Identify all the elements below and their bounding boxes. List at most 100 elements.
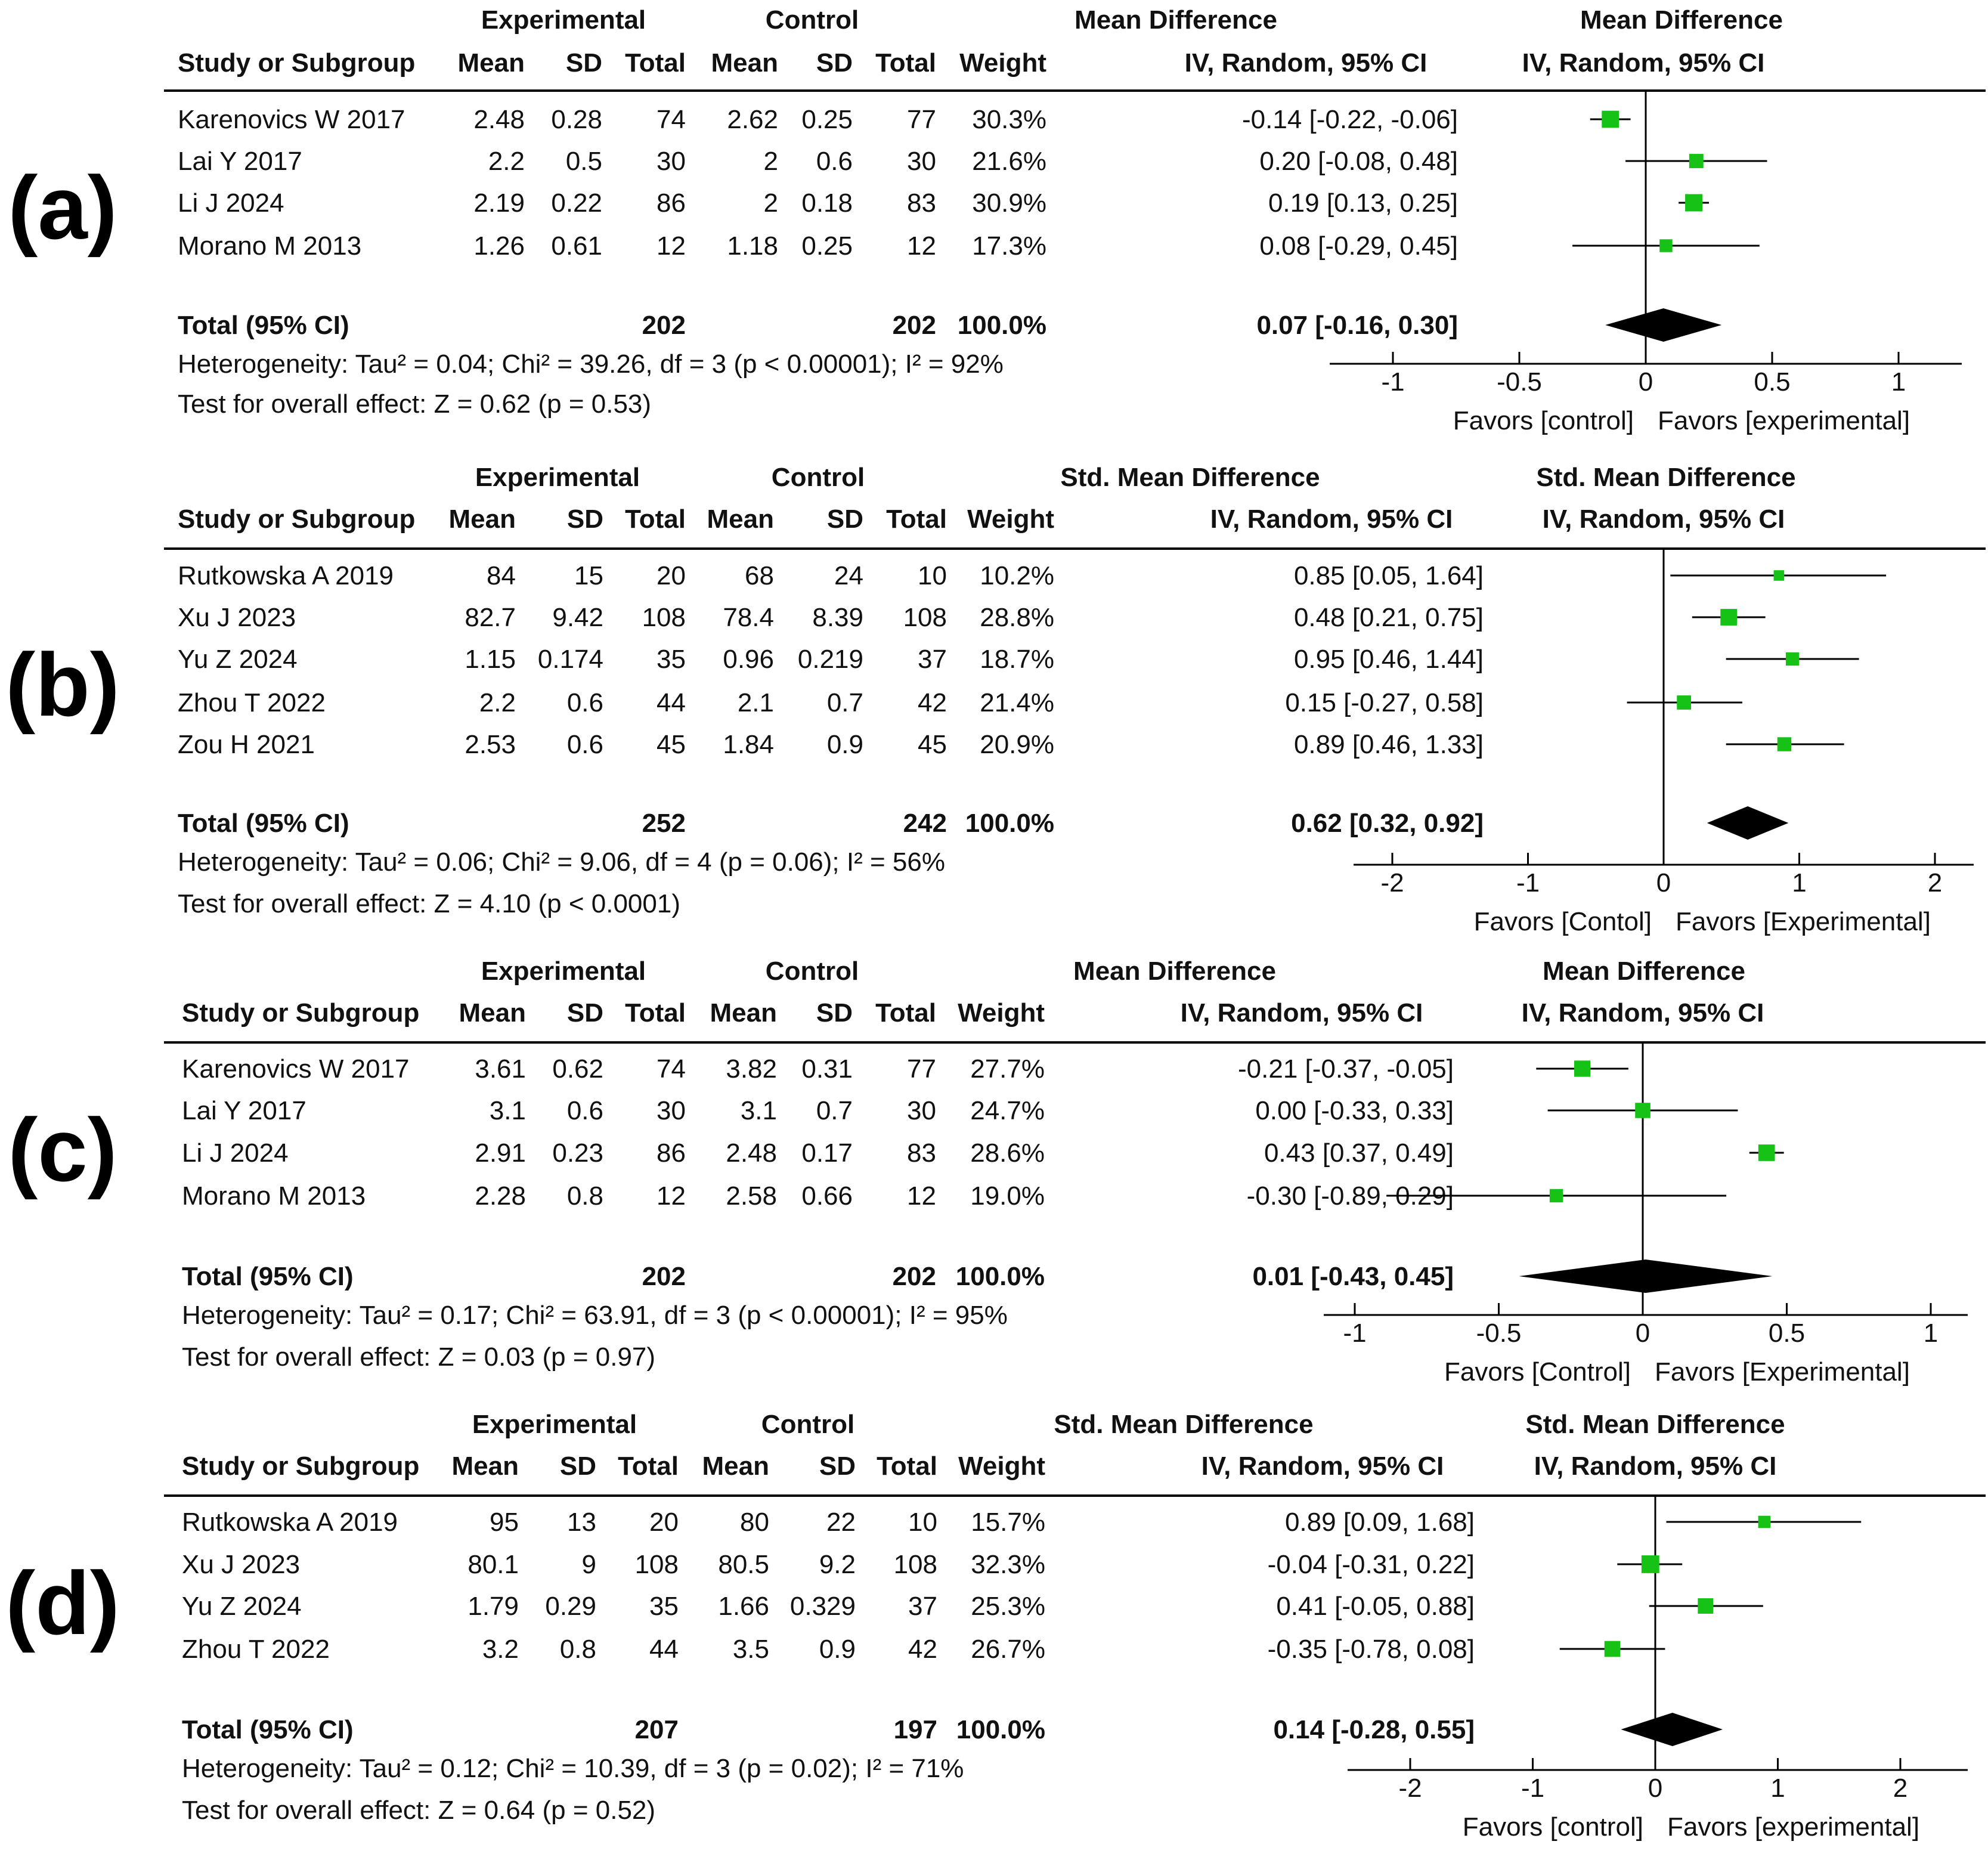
total-weight: 100.0% (965, 809, 1054, 838)
exp-total: 35 (657, 645, 686, 674)
ctl-sd: 8.39 (812, 603, 863, 632)
study-effect-marker (1659, 239, 1673, 252)
exp-mean: 95 (490, 1508, 519, 1537)
study-name: Xu J 2023 (178, 603, 296, 632)
favors-right-label: Favors [Experimental] (1655, 1357, 1910, 1387)
ctl-mean: 2.58 (726, 1181, 777, 1211)
col-exp-mean: Mean (452, 1452, 519, 1481)
exp-mean: 82.7 (465, 603, 516, 632)
ctl-sd: 24 (834, 561, 863, 590)
total-ci: 0.07 [-0.16, 0.30] (1256, 311, 1458, 340)
total-ctl-n: 197 (894, 1715, 937, 1744)
ctl-total: 83 (907, 1138, 936, 1168)
forest-panel-c: (c) Experimental Control Mean Difference Mea… (8, 957, 1986, 1387)
exp-mean: 2.53 (465, 730, 516, 759)
ctl-mean: 2.62 (727, 105, 778, 134)
exp-mean: 2.2 (479, 688, 516, 717)
col-ctl-mean: Mean (710, 998, 777, 1028)
exp-mean: 1.15 (465, 645, 516, 674)
control-group-header: Control (766, 5, 859, 35)
ctl-total: 12 (907, 1181, 936, 1211)
study-weight: 20.9% (980, 730, 1054, 759)
study-name: Karenovics W 2017 (178, 105, 405, 134)
x-tick-label: -1 (1343, 1319, 1366, 1348)
exp-mean: 3.2 (482, 1635, 519, 1664)
exp-total: 74 (657, 105, 686, 134)
plot-title: Mean Difference (1580, 5, 1783, 35)
study-weight: 17.3% (972, 231, 1046, 261)
col-study: Study or Subgroup (182, 998, 419, 1028)
study-name: Karenovics W 2017 (182, 1054, 410, 1084)
study-name: Xu J 2023 (182, 1550, 300, 1579)
col-ctl-total: Total (875, 48, 936, 78)
col-exp-total: Total (618, 1452, 679, 1481)
study-weight: 24.7% (970, 1096, 1045, 1125)
exp-sd: 0.8 (567, 1181, 603, 1211)
total-label: Total (95% CI) (178, 809, 349, 838)
exp-sd: 0.8 (560, 1635, 596, 1664)
col-ctl-sd: SD (819, 1452, 856, 1481)
study-weight: 15.7% (971, 1508, 1045, 1537)
study-effect-marker (1758, 1144, 1775, 1161)
favors-right-label: Favors [experimental] (1658, 406, 1910, 435)
ctl-sd: 0.7 (816, 1096, 853, 1125)
x-tick-label: -0.5 (1476, 1319, 1522, 1348)
total-label: Total (95% CI) (182, 1715, 354, 1744)
total-ctl-n: 202 (893, 311, 936, 340)
study-effect-marker (1758, 1515, 1771, 1528)
study-ci: 0.48 [0.21, 0.75] (1294, 603, 1484, 632)
col-weight: Weight (967, 505, 1054, 534)
exp-sd: 0.23 (552, 1138, 603, 1168)
panel-label: (a) (8, 157, 117, 258)
exp-mean: 2.19 (473, 188, 525, 218)
favors-left-label: Favors [Control] (1444, 1357, 1631, 1387)
ctl-mean: 2.1 (738, 688, 774, 717)
plot-subtitle: IV, Random, 95% CI (1522, 48, 1765, 78)
experimental-group-header: Experimental (475, 463, 640, 492)
exp-total: 44 (649, 1635, 679, 1664)
col-ci: IV, Random, 95% CI (1202, 1452, 1444, 1481)
ctl-mean: 2.48 (726, 1138, 777, 1168)
x-tick-label: 1 (1891, 367, 1906, 397)
exp-mean: 80.1 (467, 1550, 519, 1579)
favors-left-label: Favors [Contol] (1474, 907, 1652, 936)
study-weight: 32.3% (971, 1550, 1045, 1579)
study-effect-marker (1720, 609, 1738, 626)
study-effect-marker (1677, 695, 1692, 710)
col-ctl-total: Total (886, 505, 947, 534)
exp-mean: 2.28 (475, 1181, 526, 1211)
plot-title: Std. Mean Difference (1525, 1410, 1785, 1439)
study-weight: 30.3% (972, 105, 1046, 134)
study-ci: -0.35 [-0.78, 0.08] (1268, 1635, 1475, 1664)
effect-measure-header: Std. Mean Difference (1060, 463, 1320, 492)
total-ci: 0.62 [0.32, 0.92] (1291, 809, 1484, 838)
study-name: Zhou T 2022 (178, 688, 326, 717)
exp-sd: 9 (582, 1550, 596, 1579)
ctl-total: 83 (907, 188, 936, 218)
x-tick-label: 0 (1636, 1319, 1650, 1348)
exp-total: 30 (657, 1096, 686, 1125)
ctl-total: 10 (908, 1508, 937, 1537)
ctl-mean: 68 (745, 561, 774, 590)
x-tick-label: 1 (1770, 1774, 1785, 1803)
study-name: Rutkowska A 2019 (182, 1508, 398, 1537)
ctl-total: 108 (903, 603, 947, 632)
study-effect-marker (1604, 1641, 1621, 1657)
total-ci: 0.01 [-0.43, 0.45] (1252, 1262, 1454, 1291)
exp-total: 12 (657, 1181, 686, 1211)
ctl-total: 108 (894, 1550, 937, 1579)
control-group-header: Control (772, 463, 865, 492)
study-name: Morano M 2013 (182, 1181, 366, 1211)
total-weight: 100.0% (956, 1262, 1045, 1291)
study-effect-marker (1698, 1598, 1714, 1614)
study-effect-marker (1602, 110, 1619, 128)
exp-total: 12 (657, 231, 686, 261)
total-label: Total (95% CI) (182, 1262, 354, 1291)
study-ci: -0.04 [-0.31, 0.22] (1268, 1550, 1475, 1579)
ctl-sd: 0.18 (801, 188, 853, 218)
plot-subtitle: IV, Random, 95% CI (1543, 505, 1785, 534)
x-tick-label: 0 (1648, 1774, 1662, 1803)
exp-total: 44 (657, 688, 686, 717)
study-name: Lai Y 2017 (182, 1096, 306, 1125)
exp-sd: 13 (567, 1508, 596, 1537)
